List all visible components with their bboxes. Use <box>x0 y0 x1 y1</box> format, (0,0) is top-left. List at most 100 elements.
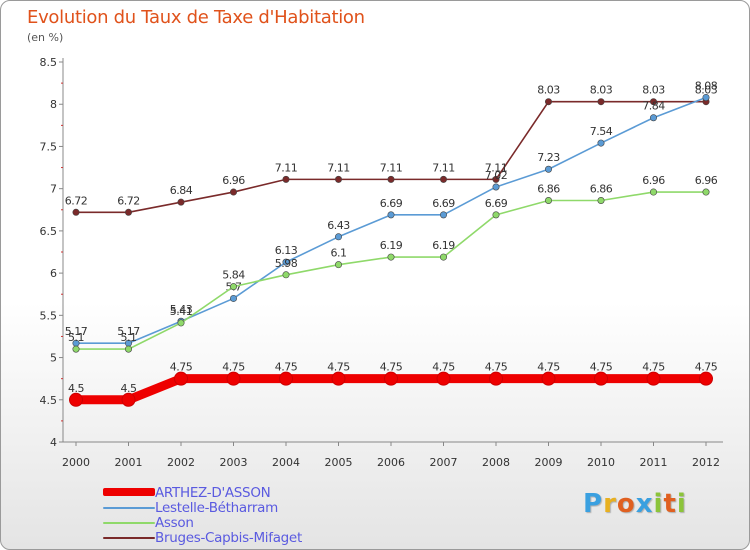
legend-label-bruges: Bruges-Capbis-Mifaget <box>155 530 302 546</box>
data-label: 6.13 <box>275 244 298 257</box>
x-tick-label: 2002 <box>167 456 195 469</box>
x-tick-label: 2000 <box>62 456 90 469</box>
data-point <box>594 371 608 386</box>
y-tick-label: 6.5 <box>40 225 58 238</box>
chart-title: Evolution du Taux de Taxe d'Habitation <box>27 7 365 28</box>
data-point <box>334 175 342 183</box>
data-label: 6.43 <box>327 219 350 232</box>
y-tick-label: 4.5 <box>40 394 58 407</box>
x-tick-label: 2010 <box>587 456 615 469</box>
data-label: 6.19 <box>432 239 455 252</box>
y-tick-label: 8.5 <box>40 56 58 69</box>
legend-label-arthez: ARTHEZ-D'ASSON <box>155 485 271 501</box>
data-point <box>125 208 133 216</box>
data-point <box>439 253 447 261</box>
data-label: 5.84 <box>222 269 245 282</box>
data-point <box>439 211 447 219</box>
data-label: 6.72 <box>117 194 140 207</box>
data-label: 4.75 <box>695 361 718 374</box>
x-tick-label: 2008 <box>482 456 510 469</box>
data-point <box>334 233 342 241</box>
data-point <box>492 183 500 191</box>
data-label: 4.75 <box>537 361 560 374</box>
y-tick-label: 5.5 <box>40 309 58 322</box>
data-point <box>69 392 83 407</box>
legend-swatch-arthez <box>103 488 155 496</box>
data-label: 6.72 <box>65 194 88 207</box>
data-point <box>649 114 657 122</box>
x-tick-label: 2012 <box>692 456 720 469</box>
data-point <box>544 196 552 204</box>
data-point <box>649 188 657 196</box>
data-point <box>177 319 185 327</box>
data-label: 8.03 <box>537 84 560 97</box>
data-point <box>282 271 290 279</box>
data-point <box>72 345 80 353</box>
data-label: 7.11 <box>485 161 508 174</box>
data-point <box>230 283 238 291</box>
data-label: 7.54 <box>590 125 613 138</box>
data-point <box>489 371 503 386</box>
data-point <box>387 211 395 219</box>
data-point <box>230 294 238 302</box>
data-point <box>699 371 713 386</box>
data-point <box>279 371 293 386</box>
data-label: 6.84 <box>170 184 193 197</box>
data-label: 6.86 <box>590 182 613 195</box>
series-arthez-d-asson: 4.5 4.5 4.75 4.75 4.75 4.75 4.75 4.75 4.75 4.75 4.… <box>68 361 718 407</box>
x-tick-label: 2005 <box>325 456 353 469</box>
data-label: 4.75 <box>380 361 403 374</box>
data-label: 7.23 <box>537 151 560 164</box>
data-label: 5.41 <box>170 305 193 318</box>
data-label: 8.03 <box>642 84 665 97</box>
data-label: 7.84 <box>642 100 665 113</box>
data-label: 5.98 <box>275 257 298 270</box>
series-bruges-capbis-mifaget: 6.72 6.72 6.84 6.96 7.11 7.11 7.11 7.11 7.11 8.03… <box>65 84 718 216</box>
y-tick-label: 8 <box>50 98 57 111</box>
data-point <box>282 175 290 183</box>
y-tick-label: 6 <box>50 267 57 280</box>
legend-swatch-bruges <box>103 537 155 539</box>
data-label: 5.17 <box>65 325 88 338</box>
data-label: 6.1 <box>331 247 347 260</box>
data-label: 4.75 <box>170 361 193 374</box>
data-label: 4.75 <box>275 361 298 374</box>
series-asson: 5.1 5.1 5.41 5.84 5.98 6.1 6.19 6.19 6.69 6.86 6.8… <box>68 174 718 353</box>
data-point <box>282 258 290 266</box>
data-label: 4.75 <box>222 361 245 374</box>
data-label: 7.11 <box>275 161 298 174</box>
data-point <box>702 93 710 101</box>
data-label: 6.86 <box>537 182 560 195</box>
data-label: 5.1 <box>121 331 137 344</box>
data-label: 6.96 <box>695 174 718 187</box>
legend-swatch-lestelle <box>103 507 155 509</box>
x-tick-label: 2003 <box>220 456 248 469</box>
x-tick-label: 2009 <box>535 456 563 469</box>
data-label: 6.96 <box>222 174 245 187</box>
data-label: 6.69 <box>485 197 508 210</box>
data-point <box>384 371 398 386</box>
data-label: 6.96 <box>642 174 665 187</box>
data-label: 4.75 <box>327 361 350 374</box>
data-label: 5.43 <box>170 303 193 316</box>
data-point <box>544 165 552 173</box>
data-label: 4.5 <box>121 382 137 395</box>
data-label: 8.08 <box>695 79 718 92</box>
data-point <box>125 345 133 353</box>
legend-label-asson: Asson <box>155 515 194 531</box>
data-label: 6.69 <box>432 197 455 210</box>
data-label: 4.75 <box>485 361 508 374</box>
x-tick-label: 2006 <box>377 456 405 469</box>
data-point <box>72 208 80 216</box>
data-point <box>331 371 346 386</box>
series-lestelle-b-tharram: 5.175.175.435.76.136.436.696.697.027.237… <box>65 79 718 347</box>
data-label: 7.11 <box>432 161 455 174</box>
data-label: 4.75 <box>590 361 613 374</box>
data-point <box>597 196 605 204</box>
data-point <box>544 98 552 106</box>
data-label: 5.17 <box>117 325 140 338</box>
data-point <box>492 175 500 183</box>
data-point <box>541 371 556 386</box>
y-tick-label: 7.5 <box>40 140 58 153</box>
data-point <box>646 371 661 386</box>
